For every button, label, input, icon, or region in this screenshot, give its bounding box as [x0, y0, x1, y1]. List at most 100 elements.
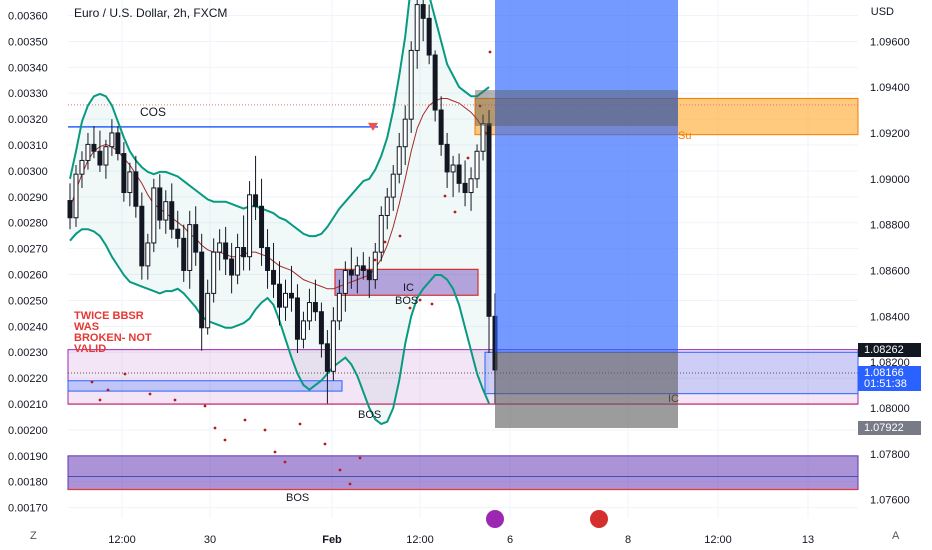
- candle-body: [384, 196, 390, 216]
- price-tick-label: 1.08800: [870, 220, 910, 232]
- indicator-tick-label: 0.00210: [8, 399, 48, 411]
- candle-body: [396, 146, 402, 175]
- price-tick-label: 1.09400: [870, 82, 910, 94]
- indicator-tick-label: 0.00320: [8, 114, 48, 126]
- x-tick-label: 6: [507, 534, 513, 546]
- candle-body: [217, 242, 223, 253]
- lightning-event-icon[interactable]: [486, 510, 504, 528]
- price-label-2: 1.07922: [858, 421, 921, 435]
- candle-body: [408, 49, 414, 120]
- candle-body: [151, 187, 157, 244]
- sar-dot: [478, 104, 482, 108]
- candle-body: [145, 242, 151, 267]
- indicator-tick-label: 0.00350: [8, 36, 48, 48]
- candle-body: [486, 123, 492, 317]
- candle-body: [390, 173, 396, 198]
- sar-dot: [243, 418, 247, 422]
- price-tick-label: 1.07800: [870, 449, 910, 461]
- zoom-button[interactable]: Z: [30, 530, 37, 542]
- sar-dot: [323, 442, 327, 446]
- candle-body: [109, 132, 115, 148]
- candle-body: [336, 292, 342, 322]
- bos-label-2: BOS: [286, 492, 309, 504]
- sar-dot: [273, 450, 277, 454]
- sar-dot: [90, 380, 94, 384]
- bollinger-fill: [70, 0, 490, 425]
- candle-body: [420, 4, 426, 19]
- candle-body: [199, 251, 205, 329]
- candle-body: [187, 224, 193, 271]
- sar-dot: [123, 372, 127, 376]
- sar-dot: [263, 428, 267, 432]
- candle-body: [133, 171, 139, 207]
- sar-dot: [453, 210, 457, 214]
- candle-body: [79, 159, 85, 175]
- bos-label-1: BOS: [358, 409, 381, 421]
- auto-scale-button[interactable]: A: [892, 530, 900, 542]
- x-tick-label: 12:00: [704, 534, 732, 546]
- indicator-tick-label: 0.00270: [8, 244, 48, 256]
- indicator-tick-label: 0.00180: [8, 477, 48, 489]
- sar-dot: [408, 306, 412, 310]
- us-flag-event-icon[interactable]: [590, 510, 608, 528]
- sar-dot: [203, 404, 207, 408]
- candle-body: [73, 173, 79, 219]
- candle-body: [67, 200, 73, 219]
- candle-body: [211, 251, 217, 294]
- price-tick-label: 1.08000: [870, 403, 910, 415]
- indicator-tick-label: 0.00260: [8, 270, 48, 282]
- sar-dot: [373, 258, 377, 262]
- candle-body: [348, 269, 354, 276]
- price-tick-label: 1.09200: [870, 128, 910, 140]
- indicator-tick-label: 0.00230: [8, 347, 48, 359]
- note-line: WAS: [74, 321, 99, 333]
- cos-marker: [368, 122, 378, 131]
- candle-body: [450, 164, 456, 173]
- candle-body: [127, 171, 133, 194]
- currency-label: USD: [870, 6, 894, 18]
- sar-dot: [98, 398, 102, 402]
- countdown-label: 01:51:38: [858, 377, 921, 391]
- candle-body: [223, 242, 229, 260]
- candle-body: [169, 201, 175, 230]
- price-tick-label: 1.07600: [870, 495, 910, 507]
- candle-body: [235, 247, 241, 276]
- indicator-tick-label: 0.00190: [8, 451, 48, 463]
- candle-body: [414, 4, 420, 51]
- candle-body: [288, 292, 294, 299]
- candle-body: [271, 269, 277, 285]
- x-tick-label: 30: [204, 534, 216, 546]
- candle-body: [456, 164, 462, 184]
- indicator-tick-label: 0.00280: [8, 218, 48, 230]
- price-tick-label: 1.08600: [870, 265, 910, 277]
- sar-dot: [383, 240, 387, 244]
- candle-body: [480, 123, 486, 152]
- candle-body: [372, 251, 378, 281]
- candle-body: [426, 17, 432, 56]
- candle-body: [193, 224, 199, 253]
- lower-zone: [67, 455, 859, 491]
- candle-body: [157, 187, 163, 221]
- candle-body: [324, 343, 330, 372]
- indicator-tick-label: 0.00250: [8, 295, 48, 307]
- price-tick-label: 1.09000: [870, 174, 910, 186]
- price-label-1: 1.08262: [858, 343, 921, 357]
- indicator-tick-label: 0.00300: [8, 166, 48, 178]
- sar-dot: [148, 392, 152, 396]
- candle-body: [318, 311, 324, 345]
- candle-body: [312, 302, 318, 313]
- candle-body: [444, 143, 450, 173]
- price-tick-label: 1.08400: [870, 311, 910, 323]
- indicator-tick-label: 0.00240: [8, 321, 48, 333]
- current-price-label: 1.08166: [858, 366, 921, 380]
- candle-body: [163, 201, 169, 221]
- candle-body: [330, 320, 336, 372]
- candle-body: [259, 205, 265, 249]
- candle-body: [462, 182, 468, 194]
- position-stop-zone: [495, 352, 678, 428]
- candle-body: [360, 265, 366, 271]
- candle-body: [402, 118, 408, 148]
- sar-dot: [358, 456, 362, 460]
- candle-body: [139, 205, 145, 267]
